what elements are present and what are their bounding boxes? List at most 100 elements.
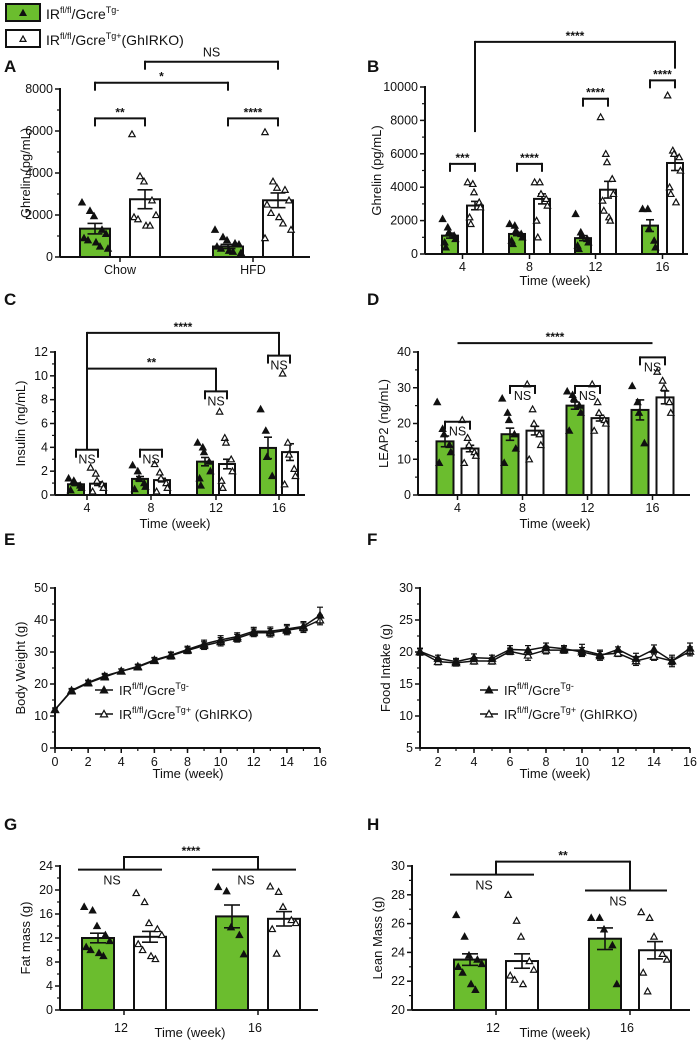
x-tick-label: 14 <box>280 755 294 769</box>
filled-triangle-marker <box>627 381 637 390</box>
y-axis-label: Ghrelin (pg/mL) <box>18 128 33 218</box>
legend-label-wt: IRfl/fl/GcreTg- <box>46 5 119 22</box>
open-triangle-marker <box>665 397 674 406</box>
open-triangle-marker <box>284 195 294 204</box>
legend-text: IR <box>46 32 60 48</box>
open-triangle-marker <box>464 440 474 449</box>
filled-triangle-marker <box>643 204 653 213</box>
x-axis-label: Time (week) <box>519 516 590 531</box>
open-triangle-marker <box>88 486 97 495</box>
y-tick-label: 10 <box>34 709 48 723</box>
filled-triangle-marker <box>92 921 102 930</box>
open-triangle-marker <box>135 171 145 180</box>
filled-triangle-marker <box>213 882 223 891</box>
y-tick-label: 2000 <box>25 208 53 222</box>
open-triangle-marker <box>92 476 102 484</box>
x-axis-label: Time (week) <box>152 766 223 781</box>
y-tick-label: 2000 <box>390 214 418 228</box>
y-tick-label: 20 <box>399 645 413 659</box>
open-triangle-marker <box>272 183 282 191</box>
filled-triangle-marker <box>85 206 95 214</box>
filled-triangle-marker <box>256 404 265 413</box>
y-tick-label: 12 <box>34 345 48 359</box>
filled-triangle-marker <box>523 645 533 654</box>
filled-triangle-marker <box>261 426 271 434</box>
legend-sup: Tg+ <box>175 705 191 715</box>
filled-triangle-marker <box>638 204 647 213</box>
y-tick-label: 8 <box>46 955 53 969</box>
x-tick-label: 12 <box>581 501 595 515</box>
open-triangle-marker <box>286 225 296 233</box>
filled-triangle-marker <box>116 666 126 675</box>
open-triangle-marker <box>469 187 479 196</box>
series-line-ko <box>54 619 321 711</box>
open-triangle-marker <box>221 438 231 446</box>
open-triangle-marker <box>669 149 679 157</box>
y-tick-label: 20 <box>397 417 411 431</box>
filled-triangle-marker <box>315 610 325 619</box>
panel-letter: G <box>4 815 17 834</box>
filled-triangle-marker <box>569 394 579 402</box>
x-tick-label: 2 <box>85 755 92 769</box>
x-tick-label: 8 <box>148 501 155 515</box>
open-triangle-marker <box>145 221 155 229</box>
open-triangle-marker <box>272 949 281 957</box>
filled-triangle-marker <box>511 226 521 234</box>
open-triangle-marker <box>260 127 270 136</box>
bar-ko <box>666 161 684 255</box>
open-triangle-marker <box>280 479 289 488</box>
significance-bracket: **** <box>123 844 259 870</box>
open-triangle-marker <box>532 216 541 224</box>
open-triangle-marker <box>228 466 237 475</box>
filled-triangle-marker <box>149 655 159 664</box>
series-line-wt <box>54 614 321 711</box>
panel-letter: A <box>4 57 16 76</box>
filled-triangle-marker <box>487 653 497 662</box>
panel-letter: D <box>367 290 379 309</box>
significance-label: ** <box>147 356 157 370</box>
legend: IRfl/fl/GcreTg-IRfl/fl/GcreTg+(GhIRKO) <box>5 3 184 48</box>
x-tick-label: 12 <box>486 1021 500 1035</box>
significance-label: * <box>159 70 164 84</box>
filled-triangle-marker <box>79 233 89 242</box>
open-triangle-marker <box>127 129 137 138</box>
significance-bracket: **** <box>582 86 609 107</box>
filled-triangle-marker <box>510 429 519 438</box>
filled-triangle-marker <box>451 234 460 243</box>
y-tick-label: 30 <box>399 581 413 595</box>
open-triangle-marker <box>215 407 224 415</box>
significance-bracket: NS <box>78 868 162 888</box>
filled-triangle-marker <box>434 458 444 466</box>
bar-wt <box>215 915 249 1012</box>
significance-label: **** <box>174 320 193 334</box>
open-triangle-marker <box>601 149 611 157</box>
filled-triangle-marker <box>576 408 586 416</box>
y-tick-label: 40 <box>397 345 411 359</box>
significance-label: **** <box>244 105 263 119</box>
filled-triangle-marker <box>182 644 193 653</box>
significance-label: NS <box>609 894 626 908</box>
open-triangle-marker <box>658 376 667 384</box>
y-tick-label: 24 <box>39 859 53 873</box>
filled-triangle-marker <box>212 242 222 250</box>
filled-triangle-marker <box>477 959 487 968</box>
filled-triangle-marker <box>644 224 654 233</box>
y-tick-label: 16 <box>39 907 53 921</box>
legend-text: /Gcre <box>72 32 106 48</box>
open-triangle-marker <box>459 458 469 466</box>
open-triangle-marker <box>518 979 528 988</box>
filled-triangle-marker <box>99 951 108 960</box>
significance-label: NS <box>514 389 531 403</box>
open-triangle-marker <box>284 450 294 458</box>
filled-triangle-marker <box>464 950 474 959</box>
filled-triangle-marker <box>267 471 277 480</box>
filled-triangle-marker <box>612 979 622 988</box>
open-triangle-marker <box>163 483 172 492</box>
open-triangle-marker <box>156 473 166 482</box>
open-triangle-marker <box>291 918 301 927</box>
filled-triangle-marker <box>445 440 454 449</box>
y-tick-label: 12 <box>39 931 53 945</box>
x-tick-label: 16 <box>646 501 660 515</box>
legend-text: IR <box>504 683 517 698</box>
open-triangle-marker <box>536 189 546 198</box>
